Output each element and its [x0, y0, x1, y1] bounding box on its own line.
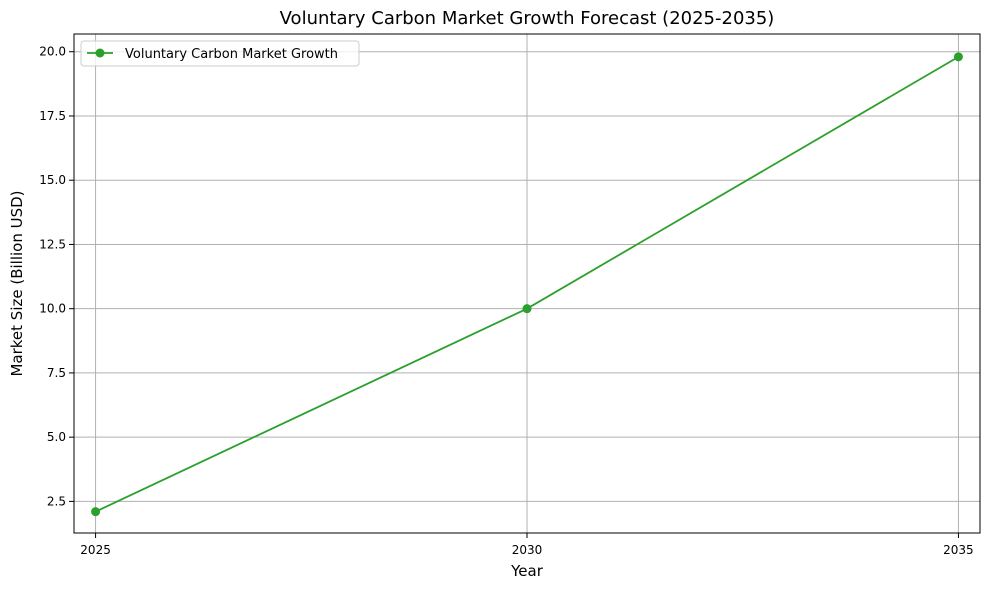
chart-title: Voluntary Carbon Market Growth Forecast …	[280, 8, 775, 29]
y-tick-label: 17.5	[39, 109, 66, 123]
y-axis-ticks: 2.5 5.0 7.5 10.0 12.5 15.0 17.5 20.0	[39, 45, 74, 508]
data-point	[91, 507, 101, 517]
y-tick-label: 5.0	[47, 430, 66, 444]
y-tick-label: 12.5	[39, 237, 66, 251]
y-axis-label: Market Size (Billion USD)	[8, 190, 26, 376]
legend-box	[80, 40, 360, 67]
y-tick-label: 20.0	[39, 45, 66, 59]
x-axis-label: Year	[510, 562, 544, 580]
legend-label: Voluntary Carbon Market Growth	[125, 47, 338, 62]
y-tick-label: 10.0	[39, 302, 66, 316]
y-tick-label: 15.0	[39, 173, 66, 187]
x-axis-ticks: 2025 2030 2035	[80, 533, 974, 557]
y-tick-label: 7.5	[47, 366, 66, 380]
y-tick-label: 2.5	[47, 494, 66, 508]
data-point	[953, 52, 963, 62]
x-tick-label: 2035	[943, 543, 974, 557]
x-tick-label: 2030	[512, 543, 543, 557]
legend: Voluntary Carbon Market Growth	[80, 40, 360, 67]
series-layer	[91, 52, 963, 517]
x-tick-label: 2025	[80, 543, 111, 557]
legend-marker	[95, 48, 105, 58]
data-point	[522, 304, 532, 314]
